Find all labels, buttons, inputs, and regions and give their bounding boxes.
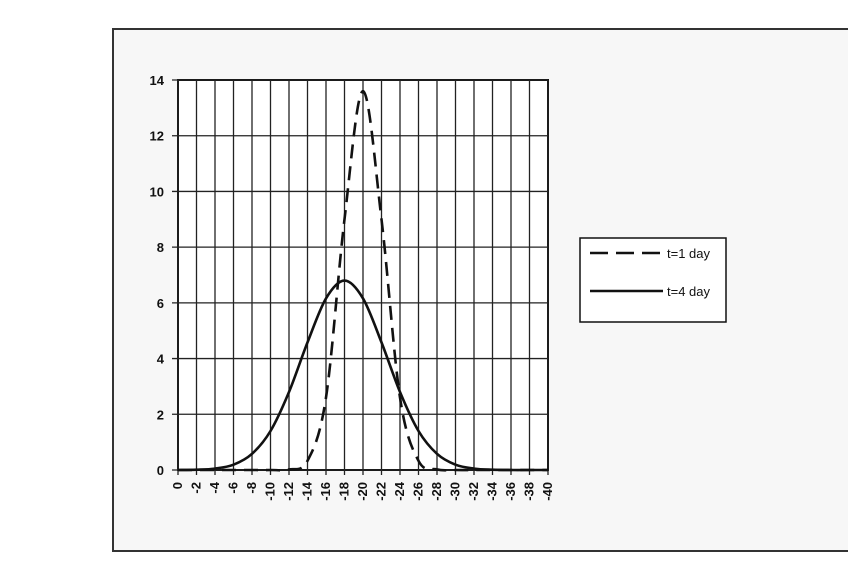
y-tick-label: 14 bbox=[150, 73, 165, 88]
x-tick-label: -16 bbox=[318, 482, 333, 501]
legend-label: t=4 day bbox=[667, 284, 711, 299]
x-tick-label: -14 bbox=[300, 481, 315, 501]
y-tick-label: 6 bbox=[157, 296, 164, 311]
x-tick-label: -22 bbox=[374, 482, 389, 501]
x-tick-label: -28 bbox=[429, 482, 444, 501]
x-tick-label: -2 bbox=[189, 482, 204, 494]
x-tick-label: -10 bbox=[263, 482, 278, 501]
y-tick-label: 12 bbox=[150, 129, 164, 144]
x-tick-label: -38 bbox=[522, 482, 537, 501]
x-tick-label: -32 bbox=[466, 482, 481, 501]
legend-label: t=1 day bbox=[667, 246, 711, 261]
x-tick-label: -26 bbox=[411, 482, 426, 501]
x-tick-label: 0 bbox=[170, 482, 185, 489]
x-tick-label: -40 bbox=[540, 482, 555, 501]
x-tick-label: -20 bbox=[355, 482, 370, 501]
y-tick-label: 2 bbox=[157, 407, 164, 422]
x-tick-label: -30 bbox=[448, 482, 463, 501]
x-tick-label: -6 bbox=[226, 482, 241, 494]
x-tick-label: -4 bbox=[207, 481, 222, 493]
y-tick-label: 0 bbox=[157, 463, 164, 478]
series-line-t-4-day bbox=[177, 279, 548, 472]
x-tick-label: -8 bbox=[244, 482, 259, 494]
x-tick-label: -36 bbox=[503, 482, 518, 501]
x-tick-label: -24 bbox=[392, 481, 407, 501]
y-tick-label: 10 bbox=[150, 184, 164, 199]
y-tick-label: 4 bbox=[157, 352, 165, 367]
x-tick-label: -34 bbox=[485, 481, 500, 501]
y-tick-label: 8 bbox=[157, 240, 164, 255]
x-tick-label: -18 bbox=[337, 482, 352, 501]
x-tick-label: -12 bbox=[281, 482, 296, 501]
